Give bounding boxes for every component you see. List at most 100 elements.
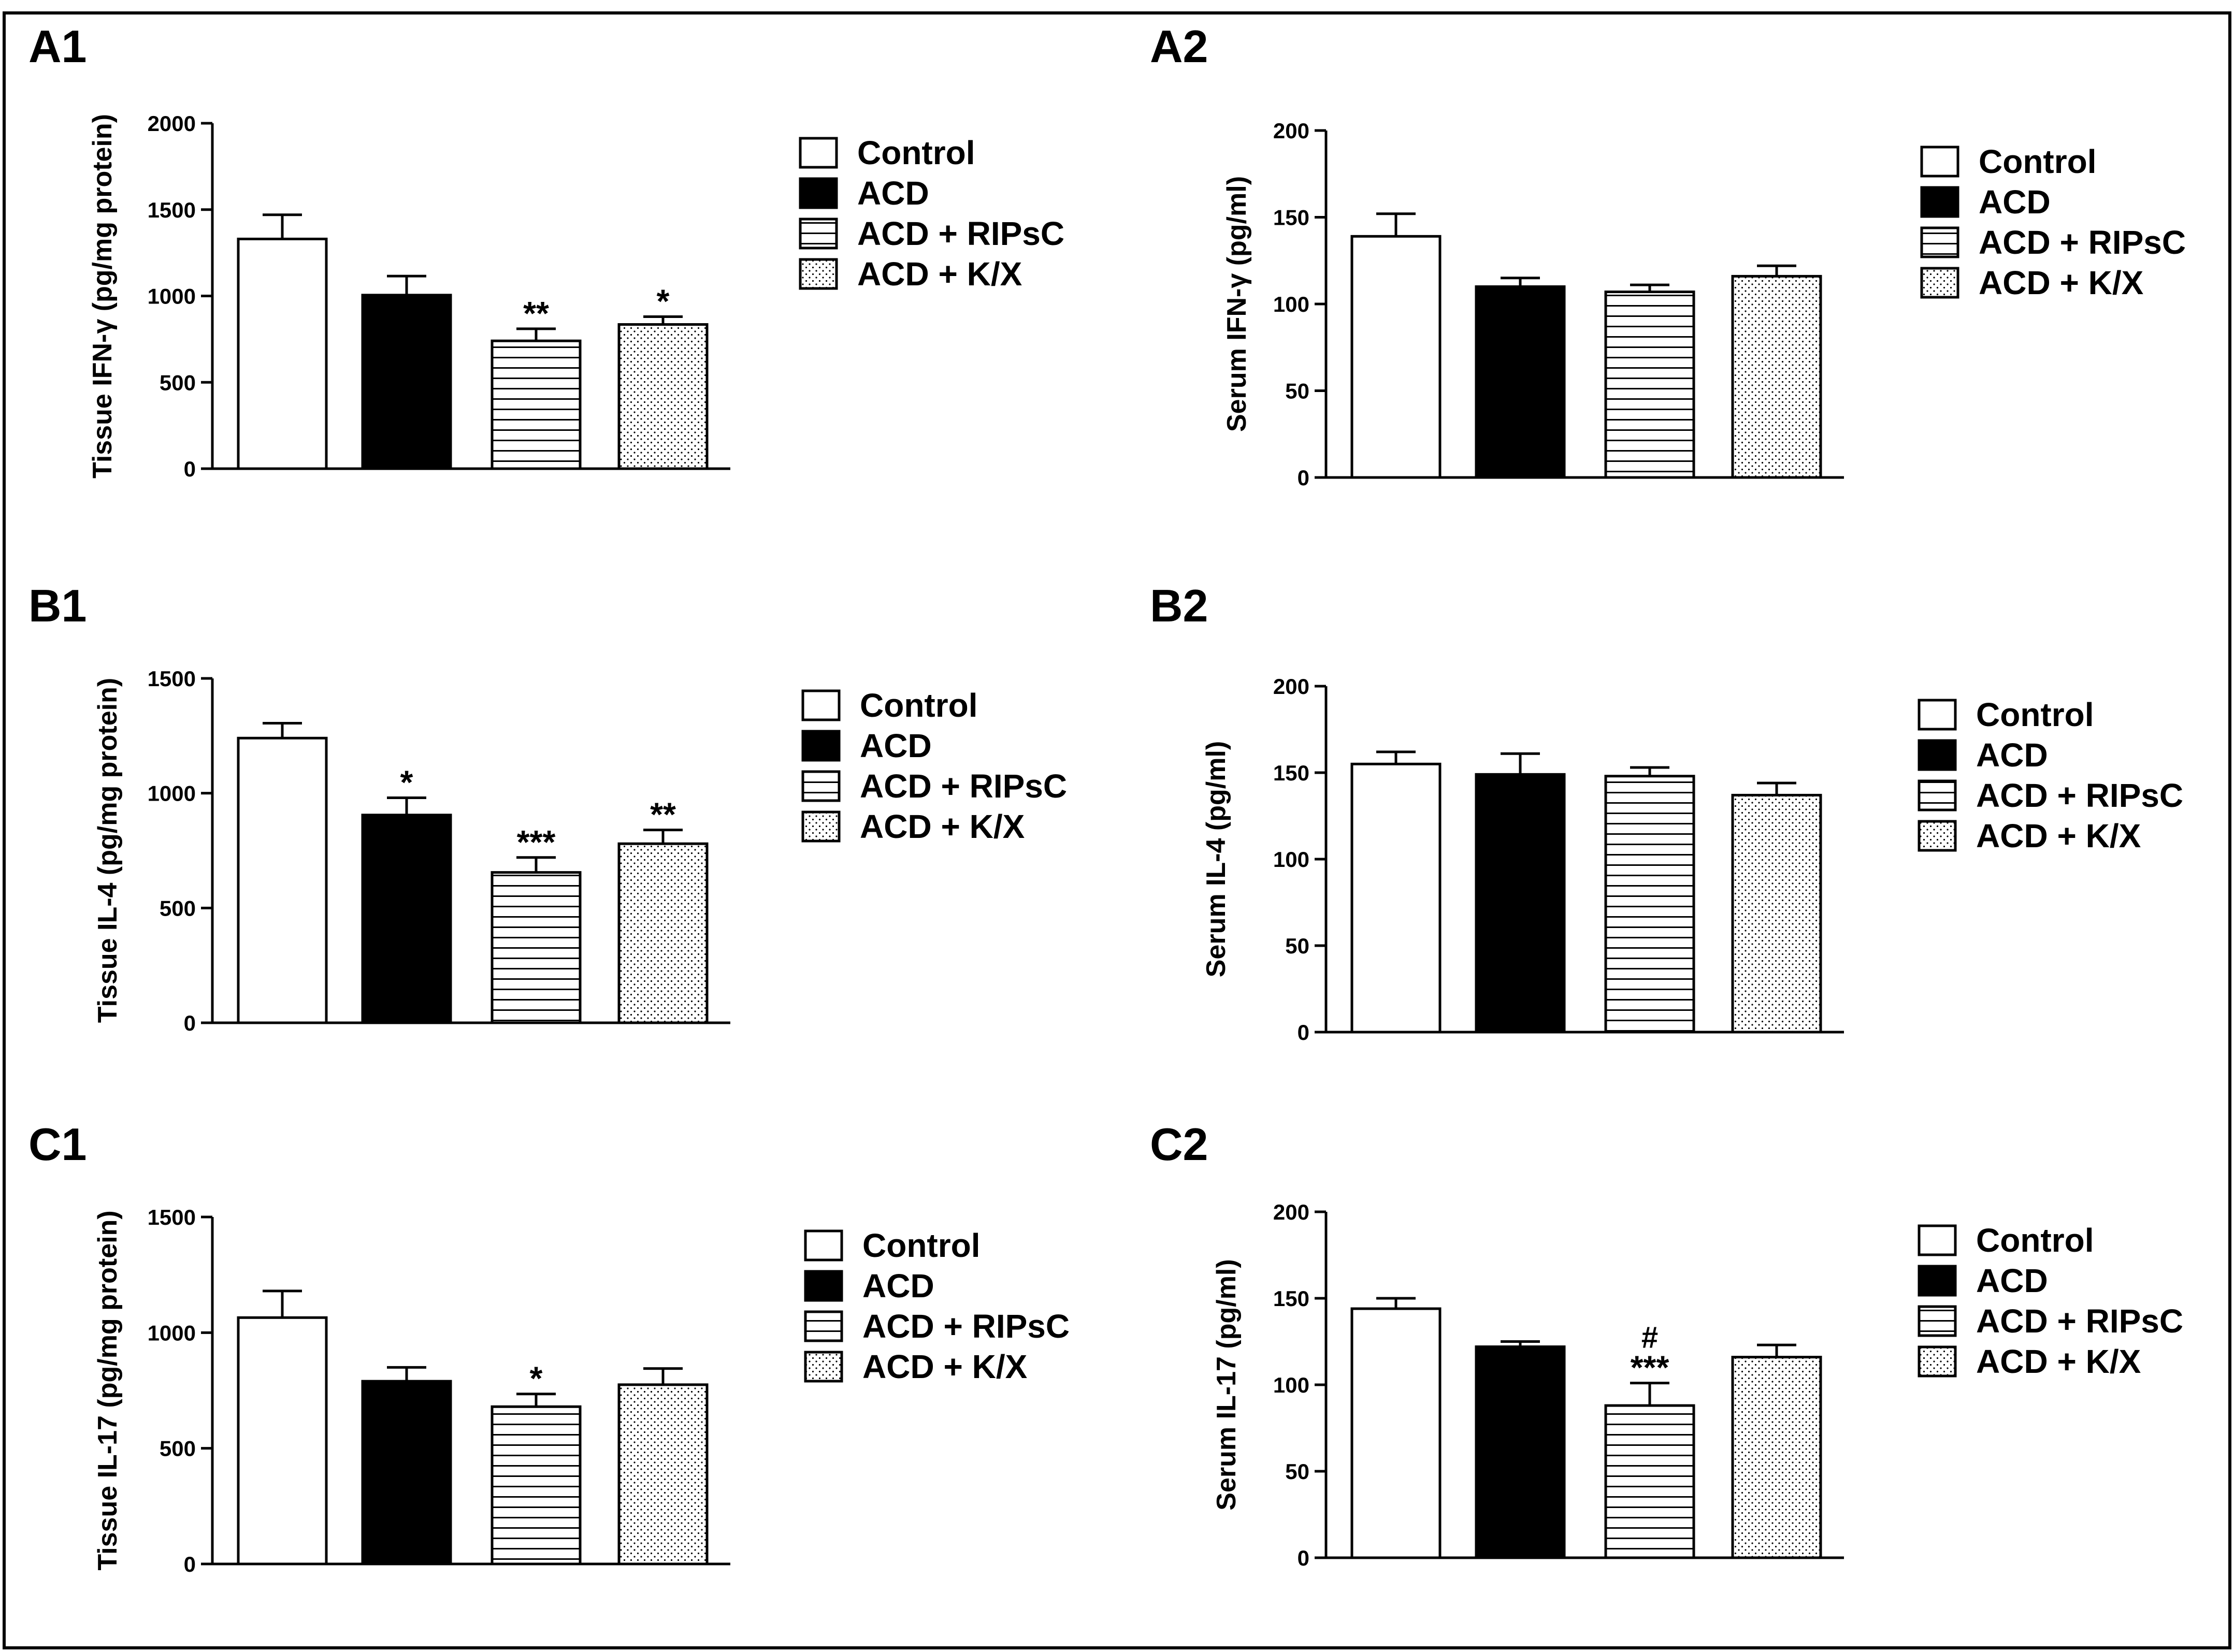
legend-swatch (1918, 699, 1957, 731)
y-tick-label: 0 (184, 457, 196, 481)
chart-c2: C2 Serum IL-17 (pg/ml) 0 50 100 150 200 ***# Con… (1150, 1119, 2183, 1570)
y-tick-label: 200 (1273, 674, 1309, 699)
y-tick-label: 200 (1273, 1200, 1309, 1224)
y-tick-label: 50 (1285, 1459, 1309, 1484)
legend-swatch (799, 137, 838, 169)
bar-acd (361, 294, 452, 470)
legend-label: Control (1976, 1222, 2094, 1259)
bar-control (1350, 762, 1442, 1034)
legend-label: ACD (1976, 1262, 2048, 1299)
y-axis-label: Serum IL-17 (pg/ml) (1212, 1259, 1242, 1510)
panel-label: A2 (1150, 21, 1208, 72)
bar-acd-ripsc (1604, 775, 1695, 1034)
y-tick-label: 1500 (148, 198, 196, 222)
y-tick-label: 0 (184, 1552, 196, 1576)
y-axis-label: Tissue IFN-γ (pg/mg protein) (88, 114, 118, 479)
legend-swatch (799, 177, 838, 209)
legend-label: ACD + K/X (862, 1348, 1028, 1385)
y-tick-label: 150 (1273, 206, 1309, 230)
significance-marker: *** (1631, 1349, 1669, 1386)
significance-marker: * (530, 1360, 543, 1397)
significance-marker: ** (523, 295, 549, 332)
legend-label: ACD + RIPsC (1976, 777, 2183, 814)
bar-acd-k-x (617, 323, 709, 470)
legend-swatch (801, 730, 841, 762)
y-tick-label: 200 (1273, 119, 1309, 143)
bar-acd-k-x (617, 842, 709, 1024)
y-tick-label: 1000 (148, 781, 196, 806)
bar-acd-ripsc (1604, 1404, 1695, 1559)
y-tick-label: 1000 (148, 1321, 196, 1345)
y-tick-label: 2000 (148, 111, 196, 136)
legend-swatch (799, 218, 838, 250)
legend-label: ACD + RIPsC (1979, 224, 2186, 261)
bar-control (1350, 1307, 1442, 1559)
legend-swatch (799, 258, 838, 290)
y-tick-label: 500 (160, 370, 196, 395)
bar-acd (1475, 773, 1566, 1034)
panel-label: B1 (28, 580, 87, 631)
legend-label: ACD (860, 727, 932, 764)
legend-label: ACD (862, 1267, 934, 1305)
legend-label: Control (1979, 143, 2097, 180)
y-tick-label: 0 (184, 1011, 196, 1035)
y-tick-label: 0 (1298, 1546, 1309, 1570)
y-tick-label: 0 (1298, 466, 1309, 490)
legend-label: ACD + RIPsC (860, 767, 1067, 805)
panel-label: C1 (28, 1119, 87, 1170)
chart-a1: A1 Tissue IFN-γ (pg/mg protein) 0 500 1000 15… (28, 21, 1064, 481)
legend-label: Control (862, 1227, 981, 1264)
bar-acd-k-x (1731, 1356, 1822, 1559)
legend-label: ACD (1979, 183, 2051, 221)
legend-label: ACD + K/X (860, 808, 1025, 845)
legend-label: ACD + K/X (1976, 1343, 2141, 1380)
bar-acd-k-x (1731, 274, 1822, 479)
legend-swatch (1920, 226, 1959, 258)
legend-swatch (1918, 1224, 1957, 1256)
y-tick-label: 50 (1285, 379, 1309, 403)
panel-label: B2 (1150, 580, 1208, 631)
y-tick-label: 1500 (148, 1205, 196, 1229)
panel-label: C2 (1150, 1119, 1208, 1170)
y-tick-label: 150 (1273, 1286, 1309, 1311)
bar-acd-k-x (1731, 793, 1822, 1034)
y-axis-label: Tissue IL-4 (pg/mg protein) (93, 678, 123, 1023)
panel-label: A1 (28, 21, 87, 72)
bar-acd-ripsc (491, 1405, 582, 1566)
chart-c1: C1 Tissue IL-17 (pg/mg protein) 0 500 1000 15… (28, 1119, 1070, 1576)
bar-acd (361, 1380, 452, 1566)
bar-acd (1475, 1345, 1566, 1559)
y-tick-label: 50 (1285, 934, 1309, 958)
y-axis-label: Serum IFN-γ (pg/ml) (1222, 176, 1252, 432)
legend-swatch (1920, 186, 1959, 218)
y-tick-label: 500 (160, 896, 196, 920)
y-tick-label: 100 (1273, 292, 1309, 316)
y-tick-label: 100 (1273, 1373, 1309, 1397)
legend-label: ACD (1976, 736, 2048, 774)
y-axis-label: Serum IL-4 (pg/ml) (1201, 741, 1231, 977)
significance-marker: ** (650, 796, 676, 833)
legend-swatch (1918, 1345, 1957, 1378)
legend-swatch (1920, 267, 1959, 299)
legend-label: ACD + K/X (857, 255, 1022, 293)
legend-label: ACD + RIPsC (862, 1308, 1070, 1345)
legend-swatch (1918, 1265, 1957, 1297)
legend-label: Control (1976, 696, 2094, 733)
legend-swatch (1918, 739, 1957, 771)
chart-b1: B1 Tissue IL-4 (pg/mg protein) 0 500 1000 150… (28, 580, 1067, 1035)
legend-swatch (1918, 1305, 1957, 1337)
bar-acd (1475, 285, 1566, 479)
legend-swatch (801, 689, 841, 721)
bar-control (237, 237, 328, 470)
legend-label: ACD (857, 175, 929, 212)
legend-swatch (801, 770, 841, 802)
legend-swatch (1920, 146, 1959, 178)
bar-control (1350, 235, 1442, 479)
significance-marker: * (400, 764, 413, 801)
